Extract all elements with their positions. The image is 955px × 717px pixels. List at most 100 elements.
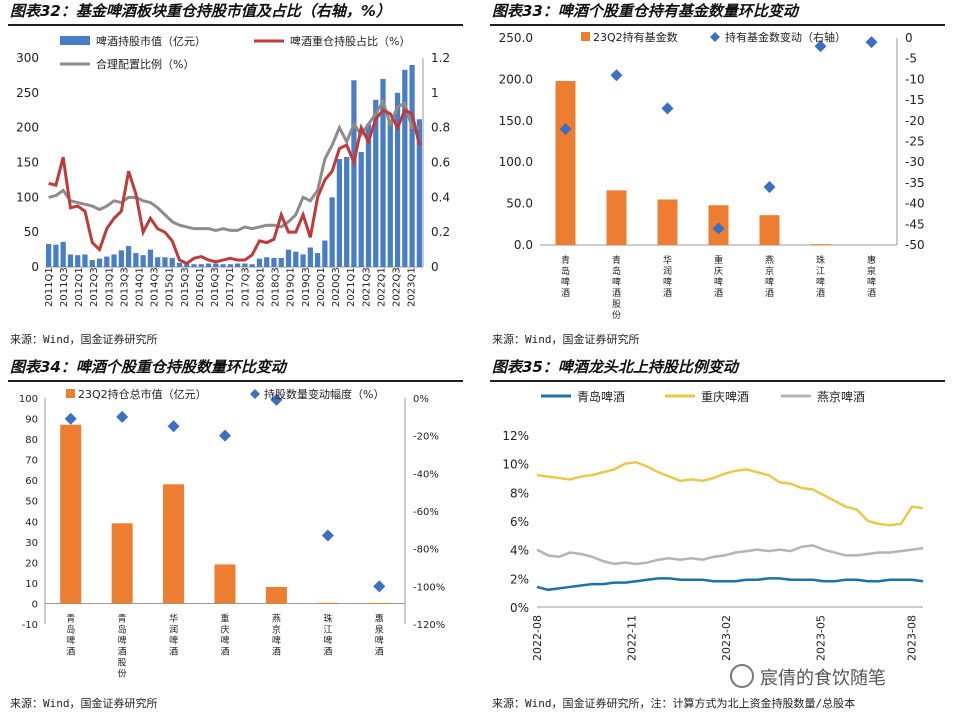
y-left-tick-label: 40 xyxy=(25,517,38,528)
y-tick-label: 6% xyxy=(510,515,529,529)
y-right-tick-label: -80% xyxy=(413,545,439,556)
bar xyxy=(278,257,284,267)
scatter-point xyxy=(373,580,386,593)
bar xyxy=(317,602,339,604)
x-tick-label: 2013Q3 xyxy=(119,267,130,307)
bar xyxy=(271,257,277,267)
bar xyxy=(380,78,386,268)
x-tick-label: 2022Q3 xyxy=(392,267,403,307)
legend-label-bars: 23Q2持有基金数 xyxy=(593,30,678,44)
scatter-point xyxy=(814,40,827,53)
bar xyxy=(657,199,678,245)
watermark: 宸倩的食饮随笔 xyxy=(730,664,886,690)
y-right-tick-label: 1.2 xyxy=(431,51,450,65)
legend-label-fair: 合理配置比例（%） xyxy=(96,57,194,71)
y-tick-label: 12% xyxy=(502,429,529,443)
chart33-source: 来源：Wind，国金证券研究所 xyxy=(492,333,640,346)
y-right-tick-label: -45 xyxy=(905,217,925,231)
legend-swatch-bars xyxy=(60,36,90,45)
bar xyxy=(358,152,364,267)
chart34: -10 0 10 20 30 40 50 60 70 80 90 100 -120% -100% -80% -… xyxy=(19,387,445,679)
x-tick-label: 2022-11 xyxy=(626,615,639,661)
chart33-title-rule xyxy=(490,24,945,26)
bar xyxy=(329,197,335,267)
scatter-point xyxy=(712,222,725,235)
y-right-tick-label: -5 xyxy=(905,52,917,66)
bar xyxy=(140,255,146,267)
bar xyxy=(147,249,154,267)
y-right-tick-label: -120% xyxy=(413,620,445,631)
chart32-title: 图表32：基金啤酒板块重仓持股市值及占比（右轴，%） xyxy=(10,2,391,20)
scatter-point xyxy=(865,36,878,49)
y-left-tick-label: 60 xyxy=(25,476,38,487)
bar xyxy=(213,263,219,267)
y-right-tick-label: -100% xyxy=(413,582,445,593)
bar xyxy=(125,246,132,267)
y-right-tick-label: 0.8 xyxy=(431,121,450,135)
bar xyxy=(162,257,168,267)
bar xyxy=(118,250,124,267)
x-tick-label: 2015Q3 xyxy=(180,267,191,307)
bar xyxy=(416,119,422,267)
x-tick-label: 重庆啤酒 xyxy=(220,612,229,657)
y-left-tick-label: 250 xyxy=(16,86,39,100)
legend-label: 青岛啤酒 xyxy=(577,389,625,404)
bar xyxy=(198,264,204,267)
series-line xyxy=(536,460,924,527)
bar xyxy=(53,244,59,267)
chart32: 0 50 100 150 200 250 300 0 0.2 0.4 0.6 0.8 1 1.2 2011Q… xyxy=(16,34,450,307)
bar xyxy=(759,215,780,245)
y-right-tick-label: -30 xyxy=(905,155,925,169)
y-tick-label: 8% xyxy=(510,486,529,500)
y-left-tick-label: 250.0 xyxy=(499,31,533,45)
x-tick-label: 2019Q3 xyxy=(301,267,312,307)
bar xyxy=(293,251,299,267)
x-tick-label: 2020Q3 xyxy=(331,267,342,307)
bar xyxy=(133,253,139,267)
x-tick-label: 2023-02 xyxy=(720,615,733,661)
y-left-tick-label: 20 xyxy=(25,558,38,569)
y-right-tick-label: 0% xyxy=(413,394,429,405)
bar xyxy=(242,263,248,267)
bar xyxy=(810,244,831,245)
chart35-source: 来源：Wind，国金证券研究所，注：计算方式为北上资金持股数量/总股本 xyxy=(492,697,856,710)
chart35-title: 图表35：啤酒龙头北上持股比例变动 xyxy=(492,358,738,376)
bar xyxy=(227,264,233,267)
x-tick-label: 2021Q3 xyxy=(361,267,372,307)
y-tick-label: 10% xyxy=(502,458,529,472)
x-tick-label: 惠泉啤酒 xyxy=(375,612,384,657)
y-right-tick-label: -10 xyxy=(905,72,925,86)
chart33-title: 图表33：啤酒个股重仓持有基金数量环比变动 xyxy=(492,2,798,20)
legend-swatch-points xyxy=(250,389,260,399)
bar xyxy=(235,263,241,267)
scatter-point xyxy=(763,181,776,194)
x-tick-label: 青岛啤酒股份 xyxy=(118,612,127,679)
y-right-tick-label: -35 xyxy=(905,176,925,190)
bar xyxy=(67,254,74,267)
bar xyxy=(176,262,183,267)
y-left-tick-label: 70 xyxy=(25,456,38,467)
bar xyxy=(373,99,379,267)
y-right-tick-label: -20% xyxy=(413,432,439,443)
x-tick-label: 2012Q1 xyxy=(74,267,85,307)
chart35: 0% 2% 4% 6% 8% 10% 12% 2022-08 2022-11 2023-02 202… xyxy=(502,389,924,661)
bar xyxy=(249,264,255,267)
watermark-text: 宸倩的食饮随笔 xyxy=(760,668,886,689)
bar xyxy=(163,484,185,604)
scatter-point xyxy=(270,393,283,406)
legend-label-bars: 啤酒持股市值（亿元） xyxy=(96,34,206,48)
bar xyxy=(256,258,263,267)
y-right-tick-label: -25 xyxy=(905,135,925,149)
bar xyxy=(307,247,313,267)
bar xyxy=(394,92,401,267)
y-left-tick-label: 100.0 xyxy=(499,155,533,169)
legend-label-points: 持有基金数变动（右轴） xyxy=(725,30,846,44)
y-right-tick-label: -15 xyxy=(905,93,925,107)
series-line xyxy=(536,577,924,592)
chart34-title: 图表34：啤酒个股重仓持股数量环比变动 xyxy=(10,358,286,376)
y-left-tick-label: 30 xyxy=(25,538,38,549)
x-tick-label: 珠江啤酒 xyxy=(816,254,825,299)
legend-label-ratio: 啤酒重仓持股占比（%） xyxy=(290,34,410,48)
x-tick-label: 燕京啤酒 xyxy=(272,612,281,657)
x-tick-label: 重庆啤酒 xyxy=(714,254,723,299)
